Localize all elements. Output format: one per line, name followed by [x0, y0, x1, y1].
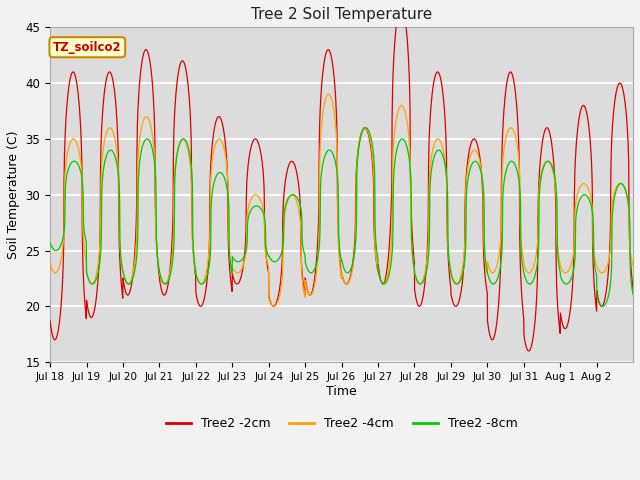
- X-axis label: Time: Time: [326, 384, 357, 397]
- Y-axis label: Soil Temperature (C): Soil Temperature (C): [7, 131, 20, 259]
- Title: Tree 2 Soil Temperature: Tree 2 Soil Temperature: [251, 7, 432, 22]
- Text: TZ_soilco2: TZ_soilco2: [53, 41, 122, 54]
- Legend: Tree2 -2cm, Tree2 -4cm, Tree2 -8cm: Tree2 -2cm, Tree2 -4cm, Tree2 -8cm: [161, 412, 522, 435]
